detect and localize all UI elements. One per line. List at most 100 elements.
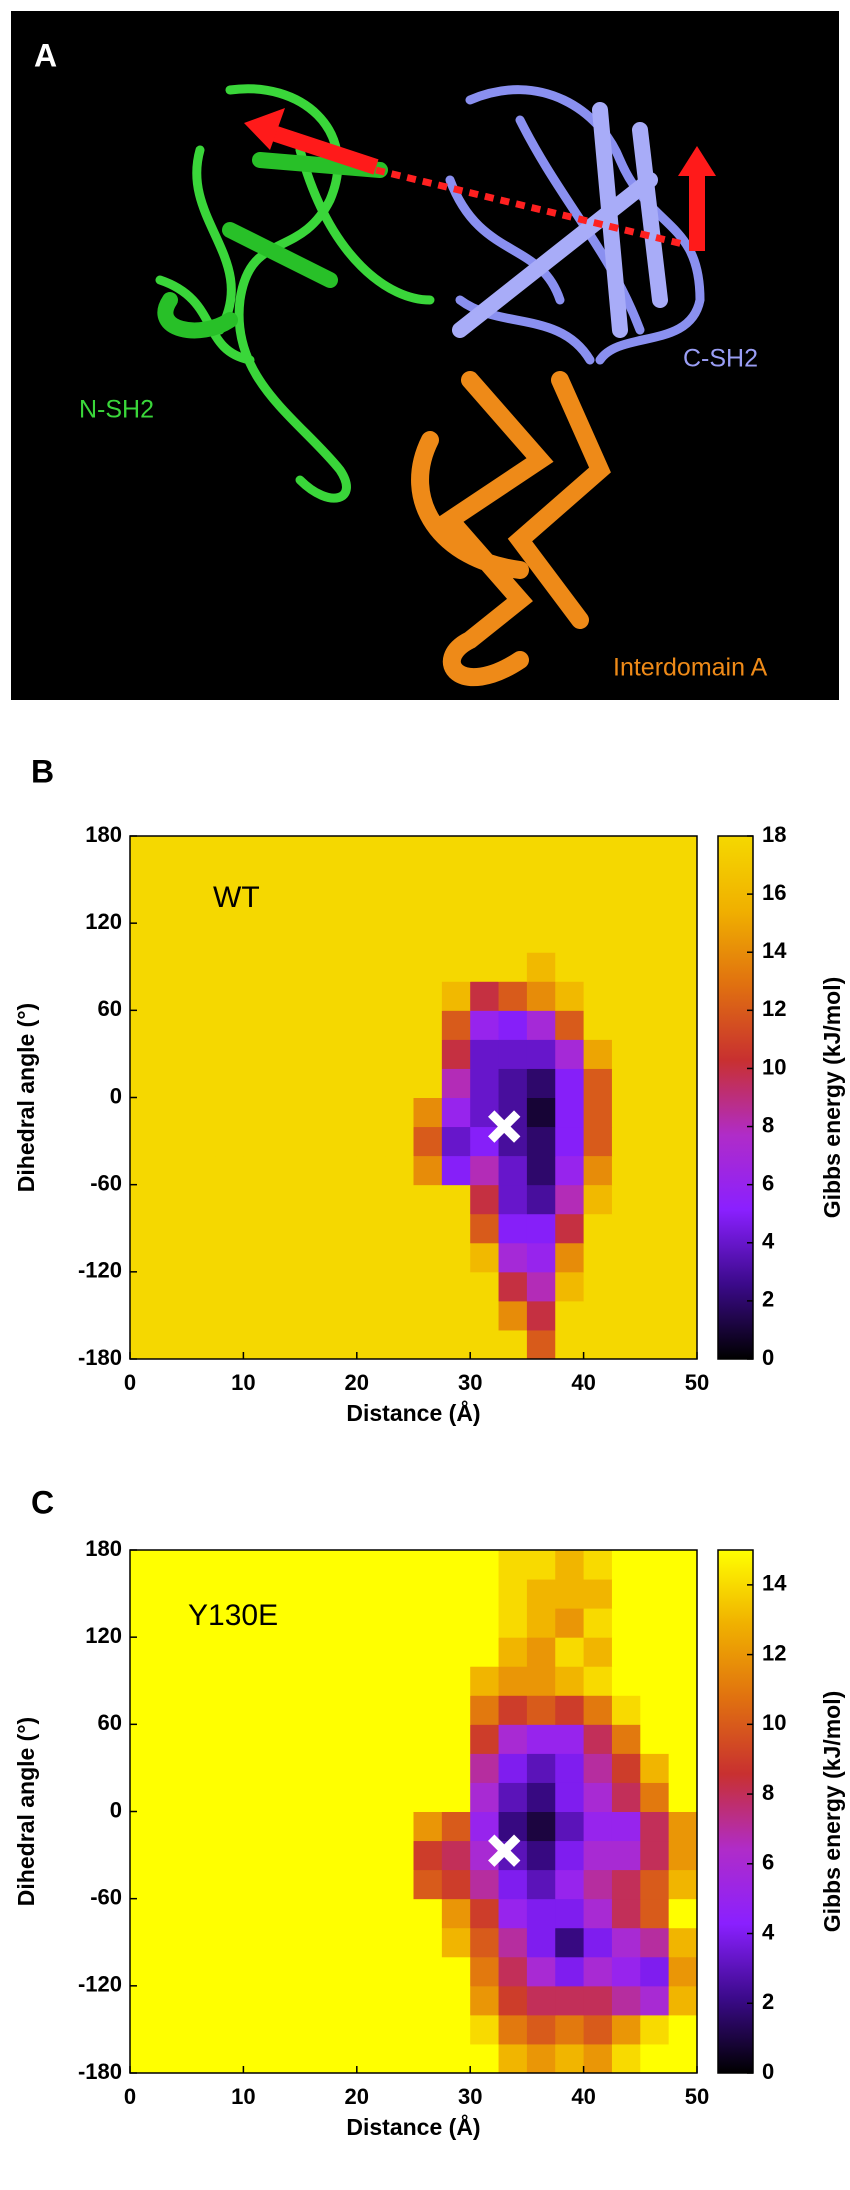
colorbar-tick-label: 12	[762, 1640, 786, 1665]
heatmap-cell	[555, 1300, 585, 1331]
heatmap-cell	[498, 836, 528, 866]
heatmap-cell	[130, 1927, 159, 1958]
heatmap-cell	[328, 1637, 358, 1667]
heatmap-cell	[130, 1010, 159, 1040]
heatmap-cell	[158, 1010, 188, 1040]
heatmap-cell	[215, 1550, 244, 1580]
heatmap-cell	[186, 1666, 216, 1696]
heatmap-cell	[555, 1782, 585, 1812]
heatmap-cell	[441, 1898, 471, 1929]
heatmap-cell	[300, 1869, 329, 1900]
heatmap-cell	[526, 1039, 556, 1069]
heatmap-cell	[186, 1271, 216, 1302]
colorbar-tick-label: 16	[762, 880, 786, 905]
heatmap-cell	[668, 1068, 698, 1098]
heatmap-cell	[271, 952, 301, 982]
heatmap-cell	[640, 1242, 670, 1273]
heatmap-cell	[328, 1927, 358, 1958]
heatmap-cell	[611, 1550, 641, 1580]
heatmap-cell	[158, 1869, 188, 1900]
heatmap-cell	[441, 1927, 471, 1958]
heatmap-cell	[271, 1184, 301, 1215]
heatmap-cell	[526, 1637, 556, 1667]
heatmap-cell	[441, 1840, 471, 1871]
heatmap-cell	[441, 1097, 471, 1128]
heatmap-cell	[300, 1927, 329, 1958]
colorbar-tick-label: 10	[762, 1710, 786, 1735]
heatmap-cell	[186, 1724, 216, 1754]
heatmap-cell	[356, 923, 386, 953]
heatmap-cell	[526, 2014, 556, 2045]
heatmap-cell	[271, 1840, 301, 1871]
heatmap-cell	[555, 1695, 585, 1725]
heatmap-cell	[356, 1213, 386, 1244]
heatmap-cell	[385, 1097, 414, 1128]
heatmap-cell	[611, 1010, 641, 1040]
heatmap-cell	[555, 1010, 585, 1040]
heatmap-cell	[498, 1956, 528, 1987]
heatmap-cell	[271, 1695, 301, 1725]
x-tick-label: 30	[458, 2084, 482, 2109]
c-sh2-arrow-head	[678, 146, 716, 176]
heatmap-cell	[611, 865, 641, 895]
heatmap-cell	[583, 1695, 613, 1725]
heatmap-cell	[158, 923, 188, 953]
heatmap-cell	[243, 1300, 273, 1331]
heatmap-cell	[215, 1329, 244, 1360]
heatmap-cell	[271, 1608, 301, 1638]
heatmap-cell	[526, 1956, 556, 1987]
heatmap-cell	[611, 1300, 641, 1331]
heatmap-cell	[186, 1213, 216, 1244]
heatmap-cell	[215, 1782, 244, 1812]
heatmap-cell	[611, 1039, 641, 1069]
heatmap-cell	[640, 1753, 670, 1783]
heatmap-cell	[555, 923, 585, 953]
domain-label: C-SH2	[683, 345, 758, 373]
heatmap-cell	[158, 1927, 188, 1958]
heatmap-cell	[158, 1068, 188, 1098]
heatmap-cell	[158, 1039, 188, 1069]
heatmap-cell	[243, 1666, 273, 1696]
heatmap-cell	[130, 1753, 159, 1783]
heatmap-cell	[611, 1869, 641, 1900]
heatmap-cell	[215, 1840, 244, 1871]
heatmap-cell	[413, 1637, 443, 1667]
heatmap-cell	[271, 923, 301, 953]
heatmap-cell	[356, 1271, 386, 1302]
heatmap-cell	[611, 1184, 641, 1215]
heatmap-cell	[640, 1271, 670, 1302]
heatmap-cell	[356, 1840, 386, 1871]
heatmap-cell	[130, 1550, 159, 1580]
colorbar-tick-label: 14	[762, 1571, 787, 1596]
n-sh2-arrow-head	[244, 108, 285, 150]
heatmap-cell	[668, 1782, 698, 1812]
heatmap-cell	[215, 981, 244, 1011]
heatmap-cell	[356, 1608, 386, 1638]
heatmap-cell	[668, 1811, 698, 1842]
colorbar-tick-label: 14	[762, 938, 787, 963]
heatmap-cell	[640, 1927, 670, 1958]
heatmap-cell	[583, 1126, 613, 1157]
heatmap-cell	[526, 1300, 556, 1331]
heatmap-cell	[413, 923, 443, 953]
heatmap-cell	[215, 1242, 244, 1273]
heatmap-cell	[356, 1010, 386, 1040]
heatmap-cell	[328, 1155, 358, 1186]
heatmap-cell	[186, 952, 216, 982]
heatmap-cell	[413, 1300, 443, 1331]
heatmap-cell	[186, 1840, 216, 1871]
heatmap-cell	[215, 1010, 244, 1040]
heatmap-cell	[470, 1068, 500, 1098]
heatmap-cell	[328, 2014, 358, 2045]
heatmap-cell	[385, 836, 414, 866]
heatmap-cell	[668, 836, 698, 866]
heatmap-cell	[640, 836, 670, 866]
heatmap-cell	[243, 836, 273, 866]
heatmap-cell	[413, 1811, 443, 1842]
heatmap-cell	[186, 1184, 216, 1215]
heatmap-cell	[611, 1126, 641, 1157]
heatmap-cell	[526, 1126, 556, 1157]
heatmap-cell	[668, 1242, 698, 1273]
heatmap-cell	[243, 1724, 273, 1754]
heatmap-cell	[668, 923, 698, 953]
